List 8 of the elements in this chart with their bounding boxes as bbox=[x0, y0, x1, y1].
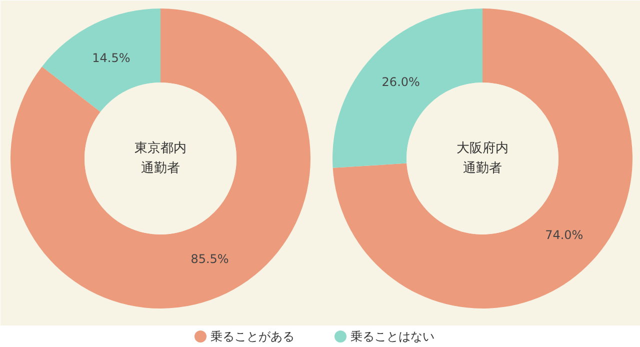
legend-label: 乗ることがある bbox=[210, 330, 294, 344]
legend-label: 乗ることはない bbox=[350, 330, 434, 344]
text: 大阪府内通勤者 bbox=[456, 140, 508, 176]
data-label: 85.5% bbox=[190, 252, 229, 266]
text: 東京都内通勤者 bbox=[134, 141, 186, 176]
data-label: 74.0% bbox=[545, 228, 584, 242]
data-label: 26.0% bbox=[382, 74, 420, 89]
data-label: 14.5% bbox=[92, 50, 130, 65]
